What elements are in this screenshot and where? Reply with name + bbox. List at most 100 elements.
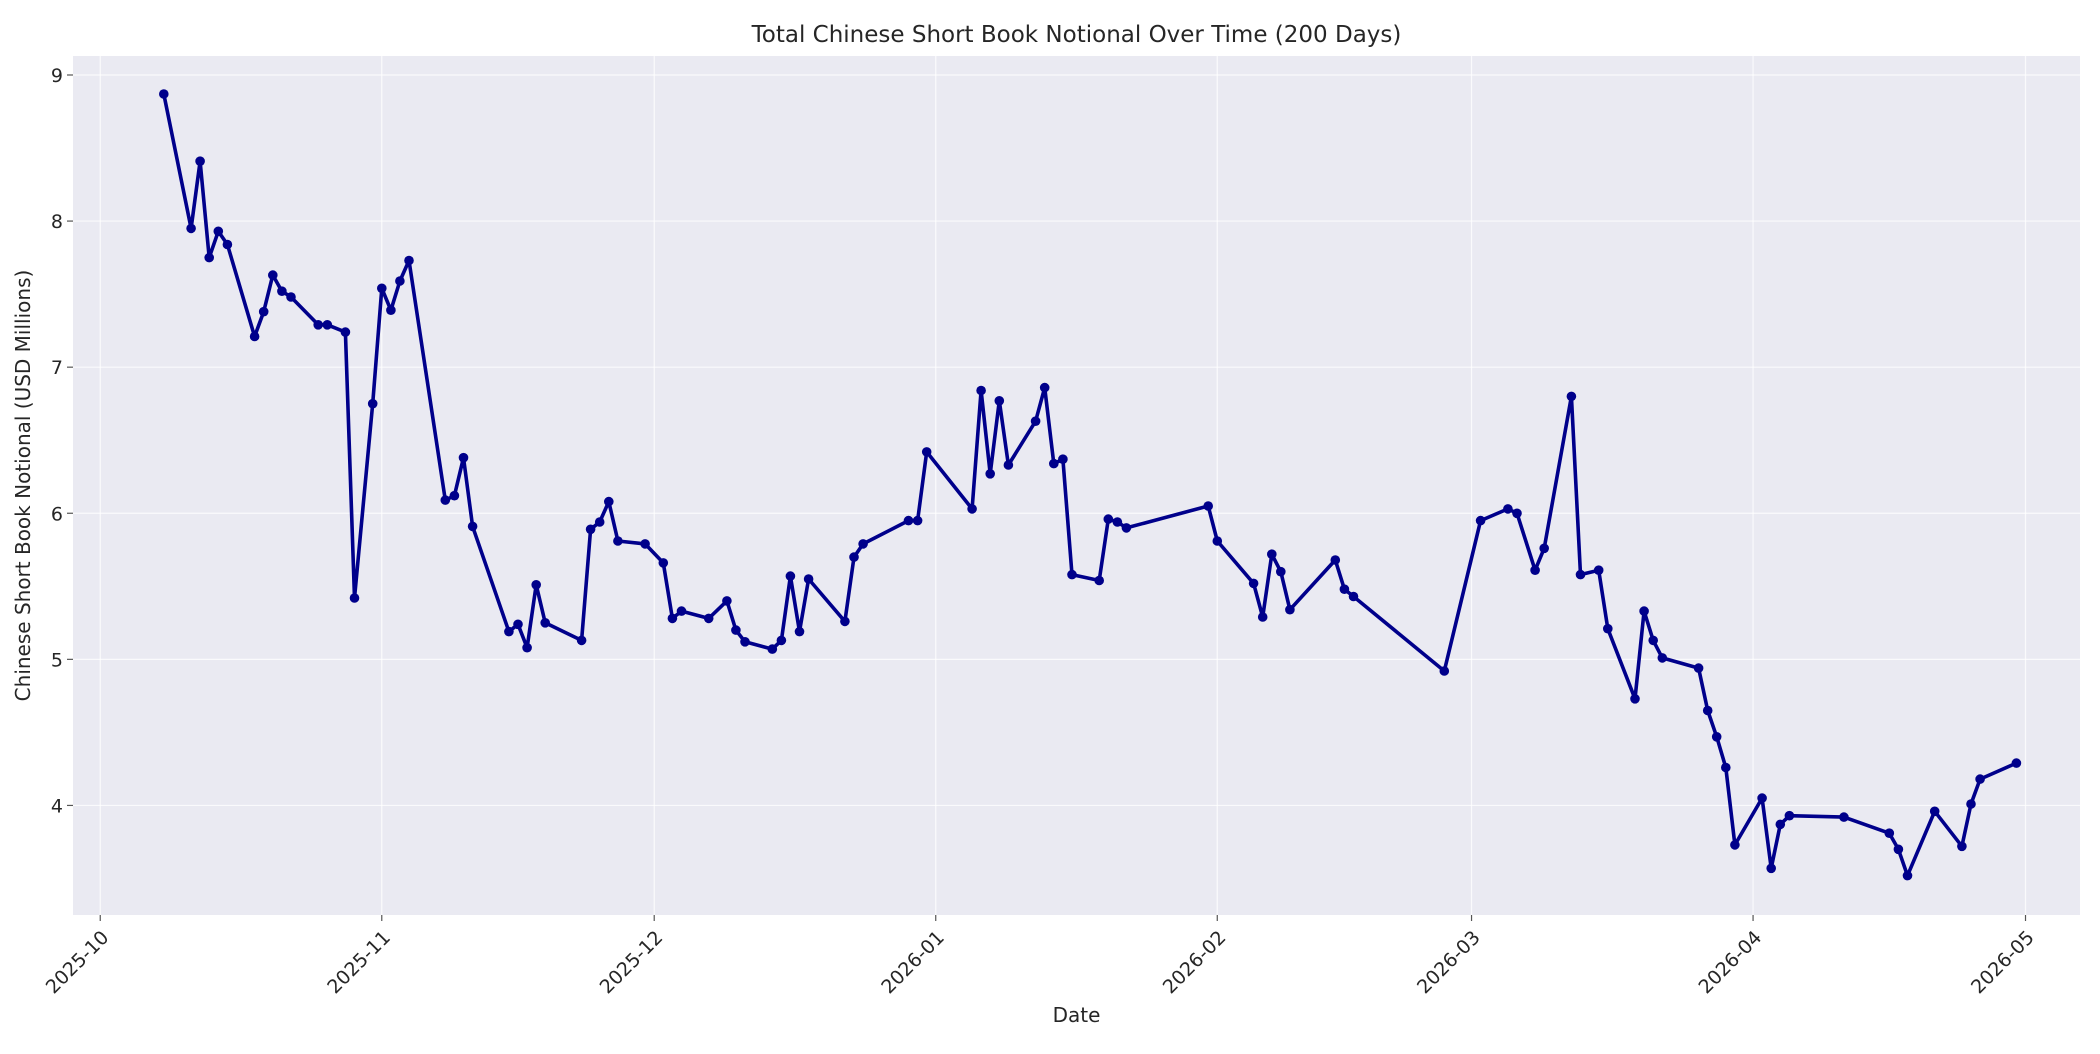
data-point	[386, 305, 396, 316]
y-tick-label: 4	[51, 795, 63, 817]
data-point	[213, 226, 224, 237]
data-point	[513, 619, 523, 630]
data-point	[794, 626, 805, 637]
data-point	[249, 331, 260, 342]
data-point	[222, 239, 233, 250]
data-point	[776, 635, 787, 646]
data-point	[1593, 565, 1604, 575]
x-tick-label: 2026-02	[1159, 927, 1231, 999]
data-point	[322, 320, 333, 330]
data-point	[258, 306, 269, 317]
data-point	[377, 283, 387, 294]
data-point	[286, 292, 296, 302]
data-point	[594, 517, 605, 527]
data-point	[613, 536, 623, 546]
data-point	[195, 156, 205, 166]
data-point	[1566, 391, 1577, 402]
data-point	[1721, 762, 1731, 773]
data-point	[540, 618, 550, 628]
data-point	[849, 552, 859, 562]
data-point	[467, 521, 478, 532]
data-point	[1121, 523, 1132, 533]
data-point	[1094, 575, 1104, 586]
data-point	[1639, 606, 1649, 616]
data-point	[1957, 841, 1967, 852]
grid	[73, 56, 2080, 915]
data-point	[1348, 591, 1359, 602]
data-point	[1276, 566, 1286, 577]
data-point	[404, 255, 414, 266]
data-point	[1702, 705, 1713, 716]
data-point	[1067, 569, 1077, 580]
data-point	[1212, 536, 1223, 546]
data-point	[840, 616, 850, 627]
data-point	[1257, 612, 1268, 622]
data-point	[1439, 666, 1450, 676]
data-point	[722, 596, 732, 606]
data-point	[277, 286, 287, 297]
data-point	[340, 327, 351, 337]
data-point	[585, 524, 596, 535]
data-point	[1039, 382, 1050, 393]
data-point	[640, 539, 650, 549]
data-point	[1775, 819, 1786, 830]
data-point	[921, 447, 932, 457]
data-point	[1248, 578, 1259, 589]
x-tick-label: 2026-01	[877, 927, 949, 999]
data-point	[186, 223, 196, 234]
data-point	[1103, 514, 1114, 524]
data-point	[803, 574, 814, 584]
y-tick-label: 7	[51, 357, 63, 379]
data-point	[522, 642, 532, 653]
data-point	[449, 490, 460, 501]
data-point	[504, 626, 514, 637]
data-point	[440, 495, 451, 505]
y-tick-label: 9	[51, 65, 63, 87]
data-point	[1603, 623, 1613, 634]
data-point	[1058, 454, 1068, 465]
data-point	[1530, 565, 1540, 575]
data-point	[1648, 635, 1658, 646]
data-point	[985, 469, 995, 479]
data-point	[903, 515, 914, 526]
data-point	[1711, 732, 1722, 742]
data-point	[2011, 758, 2022, 768]
data-point	[1693, 663, 1704, 673]
data-point	[1966, 799, 1976, 809]
data-point	[313, 320, 324, 330]
data-point	[740, 637, 750, 647]
data-point	[785, 571, 796, 581]
data-point	[1330, 555, 1341, 565]
x-tick-label: 2026-03	[1413, 927, 1485, 999]
data-point	[1929, 806, 1940, 817]
data-point	[1503, 504, 1513, 514]
data-point	[1475, 515, 1486, 526]
data-point	[731, 625, 741, 635]
plot-area	[73, 56, 2080, 915]
data-point	[1203, 501, 1213, 511]
data-point	[531, 580, 541, 590]
chart-title: Total Chinese Short Book Notional Over T…	[751, 22, 1402, 48]
data-point	[858, 539, 868, 549]
data-point	[1902, 870, 1913, 881]
series-layer	[159, 89, 2022, 881]
y-tick-label: 5	[51, 649, 63, 671]
x-tick-label: 2025-11	[323, 927, 395, 999]
data-point	[1784, 810, 1795, 821]
data-point	[1630, 694, 1640, 704]
data-point	[349, 593, 360, 603]
data-point	[767, 644, 778, 654]
x-tick-label: 2025-10	[42, 927, 114, 999]
data-point	[703, 613, 714, 624]
x-axis-label: Date	[1053, 1003, 1101, 1027]
data-point	[1884, 828, 1895, 838]
x-tick-label: 2026-04	[1695, 927, 1767, 999]
data-point	[458, 452, 469, 463]
data-point	[667, 613, 678, 624]
data-point	[367, 398, 378, 409]
data-point	[1730, 840, 1740, 850]
data-point	[1030, 416, 1041, 427]
data-point	[1893, 844, 1904, 855]
data-point	[1575, 569, 1586, 580]
data-point	[1757, 793, 1767, 803]
